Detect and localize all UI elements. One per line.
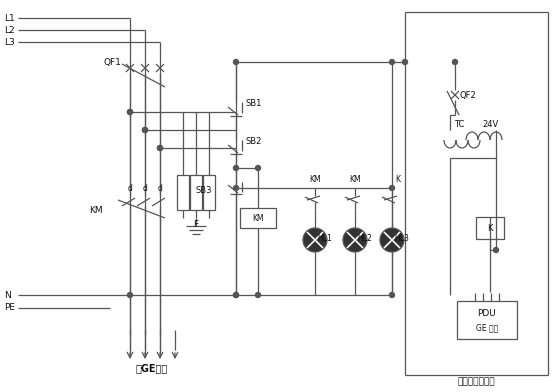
Text: TC: TC bbox=[454, 120, 464, 129]
Bar bbox=[177, 175, 189, 210]
Circle shape bbox=[234, 292, 239, 298]
Text: F: F bbox=[193, 220, 199, 229]
Text: KM: KM bbox=[349, 175, 361, 184]
Circle shape bbox=[234, 60, 239, 65]
Circle shape bbox=[234, 165, 239, 171]
Text: KM: KM bbox=[309, 175, 321, 184]
Circle shape bbox=[390, 60, 394, 65]
Circle shape bbox=[343, 228, 367, 252]
Circle shape bbox=[234, 292, 239, 298]
Text: KM: KM bbox=[252, 214, 264, 223]
Circle shape bbox=[255, 292, 260, 298]
Circle shape bbox=[128, 109, 133, 114]
Text: GE 馈线: GE 馈线 bbox=[476, 323, 498, 332]
Text: d: d bbox=[143, 183, 147, 192]
Text: HL3: HL3 bbox=[394, 234, 409, 243]
Bar bbox=[203, 175, 215, 210]
Text: d: d bbox=[128, 183, 132, 192]
Bar bbox=[457, 301, 517, 339]
Bar bbox=[240, 208, 276, 228]
Bar bbox=[476, 217, 504, 239]
Text: SB2: SB2 bbox=[246, 136, 263, 145]
Circle shape bbox=[142, 127, 147, 132]
Circle shape bbox=[390, 185, 394, 191]
Text: K: K bbox=[487, 223, 493, 232]
Text: 24V: 24V bbox=[482, 120, 498, 129]
Text: SB1: SB1 bbox=[246, 98, 263, 107]
Circle shape bbox=[234, 185, 239, 191]
Circle shape bbox=[128, 292, 133, 298]
Text: HL1: HL1 bbox=[317, 234, 332, 243]
Text: KM: KM bbox=[89, 205, 102, 214]
Text: PE: PE bbox=[4, 303, 15, 312]
Text: K: K bbox=[395, 175, 400, 184]
Text: L3: L3 bbox=[4, 38, 15, 47]
Circle shape bbox=[157, 145, 162, 151]
Circle shape bbox=[255, 165, 260, 171]
Text: d: d bbox=[157, 183, 162, 192]
Circle shape bbox=[142, 127, 147, 132]
Circle shape bbox=[128, 109, 133, 114]
Circle shape bbox=[390, 292, 394, 298]
Circle shape bbox=[403, 60, 408, 65]
Circle shape bbox=[303, 228, 327, 252]
Circle shape bbox=[380, 228, 404, 252]
Text: L2: L2 bbox=[4, 25, 15, 34]
Text: QF2: QF2 bbox=[460, 91, 477, 100]
Bar bbox=[190, 175, 202, 210]
Text: QF1: QF1 bbox=[103, 58, 121, 67]
Circle shape bbox=[493, 247, 498, 252]
Circle shape bbox=[452, 60, 458, 65]
Circle shape bbox=[157, 145, 162, 151]
Text: 射线警示灯部分: 射线警示灯部分 bbox=[457, 377, 495, 387]
Text: PDU: PDU bbox=[478, 310, 496, 318]
Text: N: N bbox=[4, 290, 11, 299]
Text: L1: L1 bbox=[4, 13, 15, 22]
Text: HL2: HL2 bbox=[357, 234, 372, 243]
Text: 至GE设备: 至GE设备 bbox=[136, 363, 168, 373]
Text: SB3: SB3 bbox=[196, 185, 212, 194]
